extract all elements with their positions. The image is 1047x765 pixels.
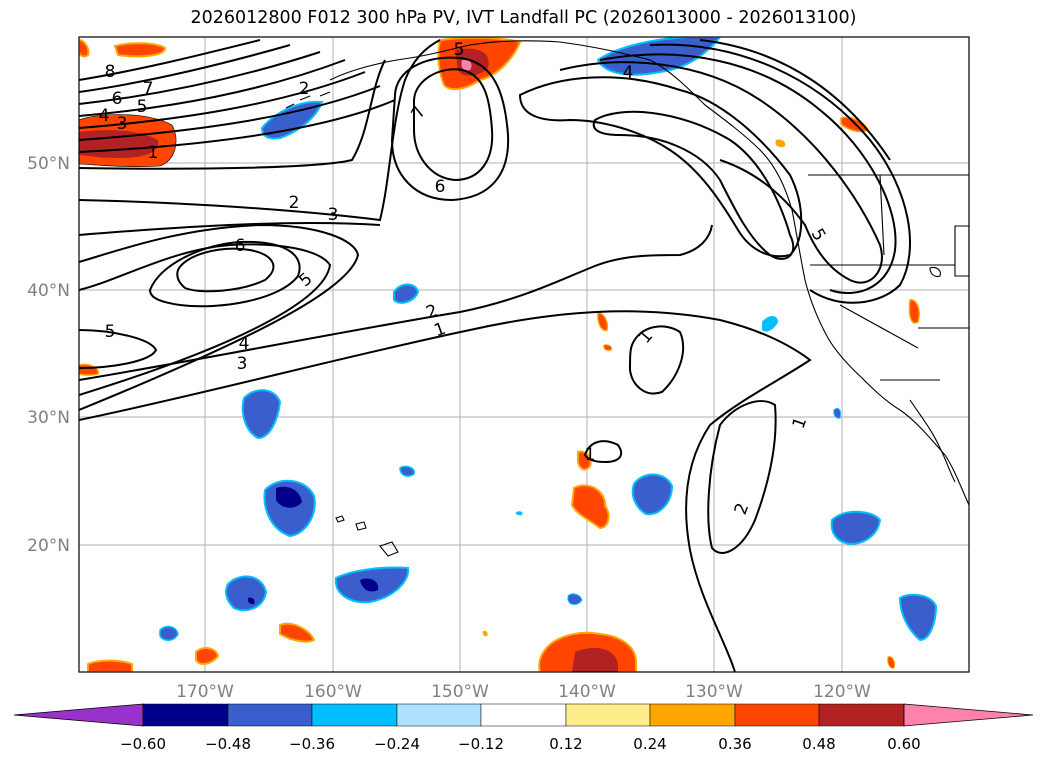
lon-label-150w: 150°W <box>431 682 489 702</box>
contour-label: 6 <box>235 236 246 256</box>
lat-label-30n: 30°N <box>27 408 70 428</box>
colorbar-segment <box>480 703 567 727</box>
contour-label: 6 <box>112 89 123 109</box>
lat-label-40n: 40°N <box>27 281 70 301</box>
map-frame <box>78 36 970 673</box>
colorbar-segment <box>649 703 736 727</box>
colorbar-segment <box>311 703 398 727</box>
contour-label: 6 <box>435 177 446 197</box>
contour-label: 3 <box>237 354 248 374</box>
contour-label: 2 <box>289 193 300 213</box>
colorbar: −0.60 −0.48 −0.36 −0.24 −0.12 0.12 0.24 … <box>13 703 1034 753</box>
colorbar-tick-label: −0.48 <box>205 735 251 753</box>
colorbar-tick-label: 0.36 <box>718 735 751 753</box>
contour-label: 4 <box>239 334 250 354</box>
lat-label-20n: 20°N <box>27 536 70 556</box>
contour-label: 4 <box>99 106 110 126</box>
contour-label: 5 <box>105 322 116 342</box>
contour-label: 8 <box>105 62 116 82</box>
neg-anomaly-west-30n <box>241 389 282 440</box>
gridlines <box>79 37 969 672</box>
colorbar-segment <box>396 703 482 727</box>
contour-label: 4 <box>623 63 634 83</box>
colorbar-segment <box>142 703 229 727</box>
colorbar-extend-high <box>903 703 1034 727</box>
filled-anomalies <box>79 37 938 672</box>
colorbar-segment <box>818 703 905 727</box>
colorbar-tick-label: −0.36 <box>289 735 335 753</box>
lon-axis: 170°W 160°W 150°W 140°W 130°W 120°W <box>176 682 871 702</box>
contour-label: 1 <box>148 143 159 163</box>
contour-label: 5 <box>454 40 465 60</box>
lon-label-130w: 130°W <box>685 682 743 702</box>
contour-label: 5 <box>137 97 148 117</box>
colorbar-tick-label: −0.12 <box>458 735 504 753</box>
pv-contours <box>79 39 911 672</box>
contour-label: 2 <box>299 79 310 99</box>
colorbar-segment <box>734 703 820 727</box>
colorbar-tick-label: 0.12 <box>549 735 582 753</box>
colorbar-tick-label: 0.24 <box>633 735 666 753</box>
colorbar-tick-label: 0.60 <box>887 735 920 753</box>
lon-label-140w: 140°W <box>558 682 616 702</box>
contour-label: 1 <box>585 445 596 465</box>
contour-label: 3 <box>117 114 128 134</box>
colorbar-tick-label: 0.48 <box>802 735 835 753</box>
contour-label: 3 <box>328 205 339 225</box>
colorbar-tick-label: −0.60 <box>120 735 166 753</box>
colorbar-segment <box>227 703 313 727</box>
lat-axis: 50°N 40°N 30°N 20°N <box>27 154 70 556</box>
lon-label-120w: 120°W <box>813 682 871 702</box>
lon-label-160w: 160°W <box>304 682 362 702</box>
contour-label: 7 <box>143 79 154 99</box>
map-background <box>79 37 969 672</box>
colorbar-segment <box>565 703 651 727</box>
coastlines <box>285 40 969 557</box>
colorbar-tick-label: −0.24 <box>374 735 420 753</box>
map-title: 2026012800 F012 300 hPa PV, IVT Landfall… <box>190 8 857 28</box>
lat-label-50n: 50°N <box>27 154 70 174</box>
lon-label-170w: 170°W <box>176 682 234 702</box>
colorbar-extend-low <box>13 703 144 727</box>
